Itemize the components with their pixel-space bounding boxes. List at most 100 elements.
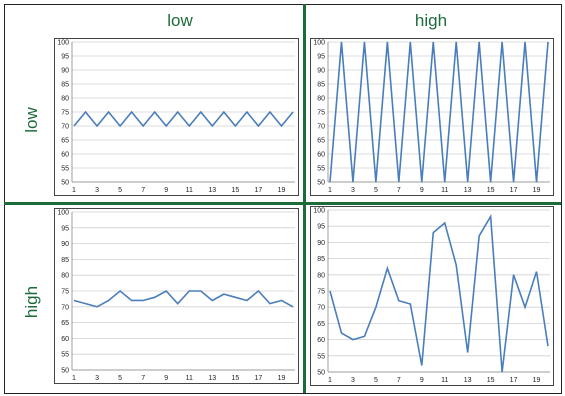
vertical-divider — [303, 4, 306, 393]
x-tick-label: 9 — [420, 377, 424, 384]
x-tick-label: 11 — [186, 375, 193, 382]
y-tick-label: 50 — [317, 180, 325, 187]
x-tick-label: 1 — [72, 375, 76, 382]
y-tick-label: 95 — [61, 225, 69, 232]
x-tick-label: 13 — [464, 377, 472, 384]
y-tick-label: 70 — [61, 124, 69, 131]
y-tick-label: 80 — [61, 273, 69, 280]
y-tick-label: 80 — [61, 96, 69, 103]
x-tick-label: 13 — [208, 375, 216, 382]
x-tick-label: 3 — [95, 187, 99, 194]
x-tick-label: 19 — [278, 375, 286, 382]
x-tick-label: 5 — [374, 377, 378, 384]
y-tick-label: 80 — [317, 96, 325, 103]
x-tick-label: 1 — [328, 377, 332, 384]
y-tick-label: 90 — [317, 68, 325, 75]
series-line — [329, 41, 549, 183]
y-tick-label: 75 — [317, 289, 325, 296]
y-tick-label: 85 — [317, 82, 325, 89]
x-tick-label: 7 — [141, 375, 145, 382]
chart-frame — [54, 38, 299, 196]
x-tick-label: 5 — [374, 187, 378, 194]
horizontal-divider — [4, 202, 561, 205]
y-tick-label: 55 — [317, 353, 325, 360]
y-tick-label: 60 — [61, 336, 69, 343]
y-tick-label: 100 — [57, 40, 69, 47]
y-tick-label: 90 — [317, 240, 325, 247]
y-tick-label: 75 — [61, 110, 69, 117]
y-tick-label: 70 — [317, 124, 325, 131]
x-tick-label: 9 — [164, 187, 168, 194]
series-line — [329, 213, 549, 373]
x-tick-label: 3 — [351, 187, 355, 194]
y-tick-label: 55 — [61, 166, 69, 173]
y-tick-label: 50 — [317, 370, 325, 377]
x-tick-label: 9 — [420, 187, 424, 194]
x-tick-label: 15 — [231, 187, 239, 194]
y-tick-label: 50 — [61, 368, 69, 375]
x-tick-label: 5 — [118, 375, 122, 382]
x-tick-label: 3 — [351, 377, 355, 384]
y-tick-label: 65 — [61, 138, 69, 145]
y-tick-label: 90 — [61, 241, 69, 248]
y-tick-label: 70 — [61, 304, 69, 311]
x-tick-label: 19 — [533, 187, 541, 194]
y-tick-label: 100 — [313, 208, 325, 215]
y-tick-label: 85 — [61, 82, 69, 89]
y-tick-label: 60 — [61, 152, 69, 159]
y-tick-label: 80 — [317, 272, 325, 279]
y-tick-label: 95 — [61, 54, 69, 61]
series-line — [73, 110, 294, 128]
x-tick-label: 17 — [510, 187, 518, 194]
x-tick-label: 1 — [72, 187, 76, 194]
x-tick-label: 9 — [164, 375, 168, 382]
series-line — [73, 289, 294, 308]
x-tick-label: 13 — [464, 187, 472, 194]
y-tick-label: 100 — [313, 40, 325, 47]
column-header-high: high — [414, 11, 448, 30]
y-tick-label: 75 — [317, 110, 325, 117]
y-tick-label: 65 — [317, 138, 325, 145]
y-tick-label: 75 — [61, 289, 69, 296]
x-tick-label: 5 — [118, 187, 122, 194]
x-tick-label: 15 — [487, 377, 495, 384]
column-header-low: low — [167, 11, 193, 30]
x-tick-label: 11 — [441, 187, 448, 194]
y-tick-label: 70 — [317, 305, 325, 312]
x-tick-label: 15 — [231, 375, 239, 382]
y-tick-label: 100 — [57, 210, 69, 217]
y-tick-label: 50 — [61, 180, 69, 187]
y-tick-label: 65 — [61, 320, 69, 327]
x-tick-label: 19 — [533, 377, 541, 384]
y-tick-label: 65 — [317, 321, 325, 328]
x-tick-label: 13 — [208, 187, 216, 194]
y-tick-label: 95 — [317, 224, 325, 231]
x-tick-label: 15 — [487, 187, 495, 194]
y-tick-label: 60 — [317, 152, 325, 159]
y-tick-label: 90 — [61, 68, 69, 75]
chart-frame — [310, 206, 554, 386]
x-tick-label: 17 — [255, 375, 263, 382]
x-tick-label: 11 — [441, 377, 448, 384]
x-tick-label: 17 — [255, 187, 263, 194]
x-tick-label: 17 — [510, 377, 518, 384]
row-header-low: low — [22, 107, 41, 133]
x-tick-label: 7 — [397, 377, 401, 384]
y-tick-label: 95 — [317, 54, 325, 61]
x-tick-label: 7 — [397, 187, 401, 194]
x-tick-label: 1 — [328, 187, 332, 194]
x-tick-label: 11 — [186, 187, 193, 194]
x-tick-label: 19 — [278, 187, 286, 194]
y-tick-label: 85 — [317, 256, 325, 263]
y-tick-label: 85 — [61, 257, 69, 264]
row-header-high: high — [22, 285, 41, 319]
outer-frame — [4, 4, 562, 394]
y-tick-label: 55 — [61, 352, 69, 359]
y-tick-label: 55 — [317, 166, 325, 173]
x-tick-label: 3 — [95, 375, 99, 382]
x-tick-label: 7 — [141, 187, 145, 194]
